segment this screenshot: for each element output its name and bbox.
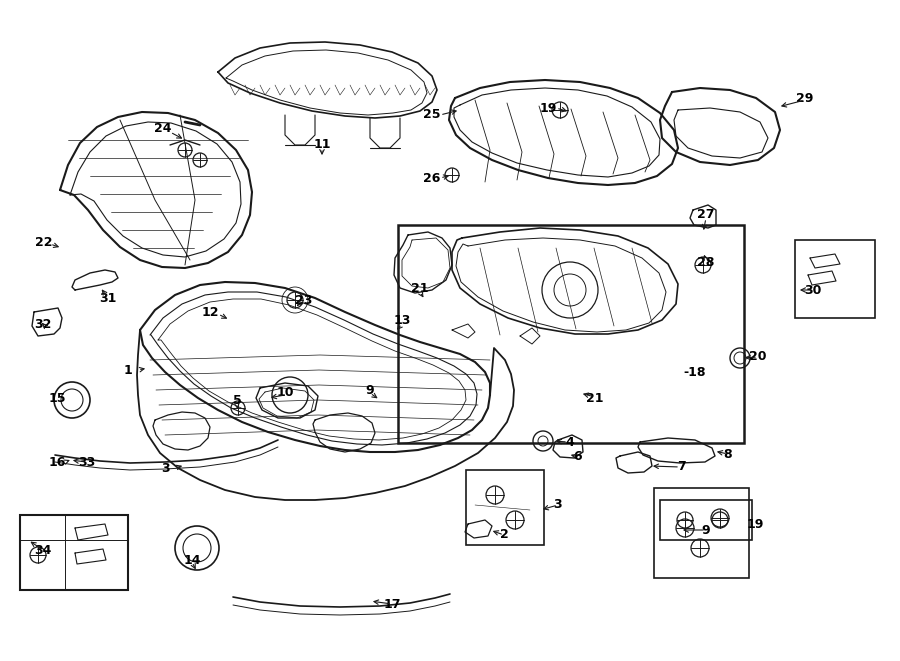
- Text: 1: 1: [123, 364, 132, 377]
- Text: 16: 16: [49, 455, 66, 469]
- Text: 10: 10: [276, 387, 293, 399]
- Text: 22: 22: [35, 235, 53, 249]
- Text: 6: 6: [573, 451, 582, 463]
- Bar: [466, 470, 544, 545]
- Text: 3: 3: [161, 461, 169, 475]
- Text: 26: 26: [423, 171, 441, 184]
- Bar: [654, 488, 749, 578]
- Text: 25: 25: [423, 108, 441, 122]
- Text: 15: 15: [49, 391, 66, 405]
- Text: 2: 2: [500, 529, 508, 541]
- Bar: [398, 225, 744, 443]
- Text: 5: 5: [232, 393, 241, 407]
- Text: 17: 17: [383, 598, 400, 611]
- Text: 27: 27: [698, 208, 715, 221]
- Text: 30: 30: [805, 284, 822, 297]
- Text: 32: 32: [34, 317, 51, 330]
- Text: 14: 14: [184, 553, 201, 566]
- Text: -18: -18: [684, 366, 706, 379]
- Text: 4: 4: [565, 436, 574, 449]
- Text: 19: 19: [539, 102, 557, 114]
- Text: 9: 9: [365, 383, 374, 397]
- Text: 19: 19: [746, 518, 764, 531]
- Text: 23: 23: [295, 293, 312, 307]
- Bar: [795, 240, 875, 318]
- Text: 9: 9: [702, 524, 710, 537]
- Text: 7: 7: [678, 461, 687, 473]
- Text: 3: 3: [554, 498, 562, 512]
- Text: 12: 12: [202, 305, 219, 319]
- Bar: [20, 515, 128, 590]
- Text: 31: 31: [99, 292, 117, 305]
- Text: 24: 24: [154, 122, 172, 134]
- Bar: [660, 500, 752, 540]
- Text: 28: 28: [698, 256, 715, 268]
- Text: 29: 29: [796, 91, 814, 104]
- Text: 20: 20: [749, 350, 767, 364]
- Text: 21: 21: [411, 282, 428, 295]
- Text: 33: 33: [78, 455, 95, 469]
- Text: 8: 8: [724, 447, 733, 461]
- Text: 34: 34: [34, 543, 51, 557]
- Text: 11: 11: [313, 139, 331, 151]
- Text: 21: 21: [586, 391, 604, 405]
- Text: 13: 13: [393, 313, 410, 327]
